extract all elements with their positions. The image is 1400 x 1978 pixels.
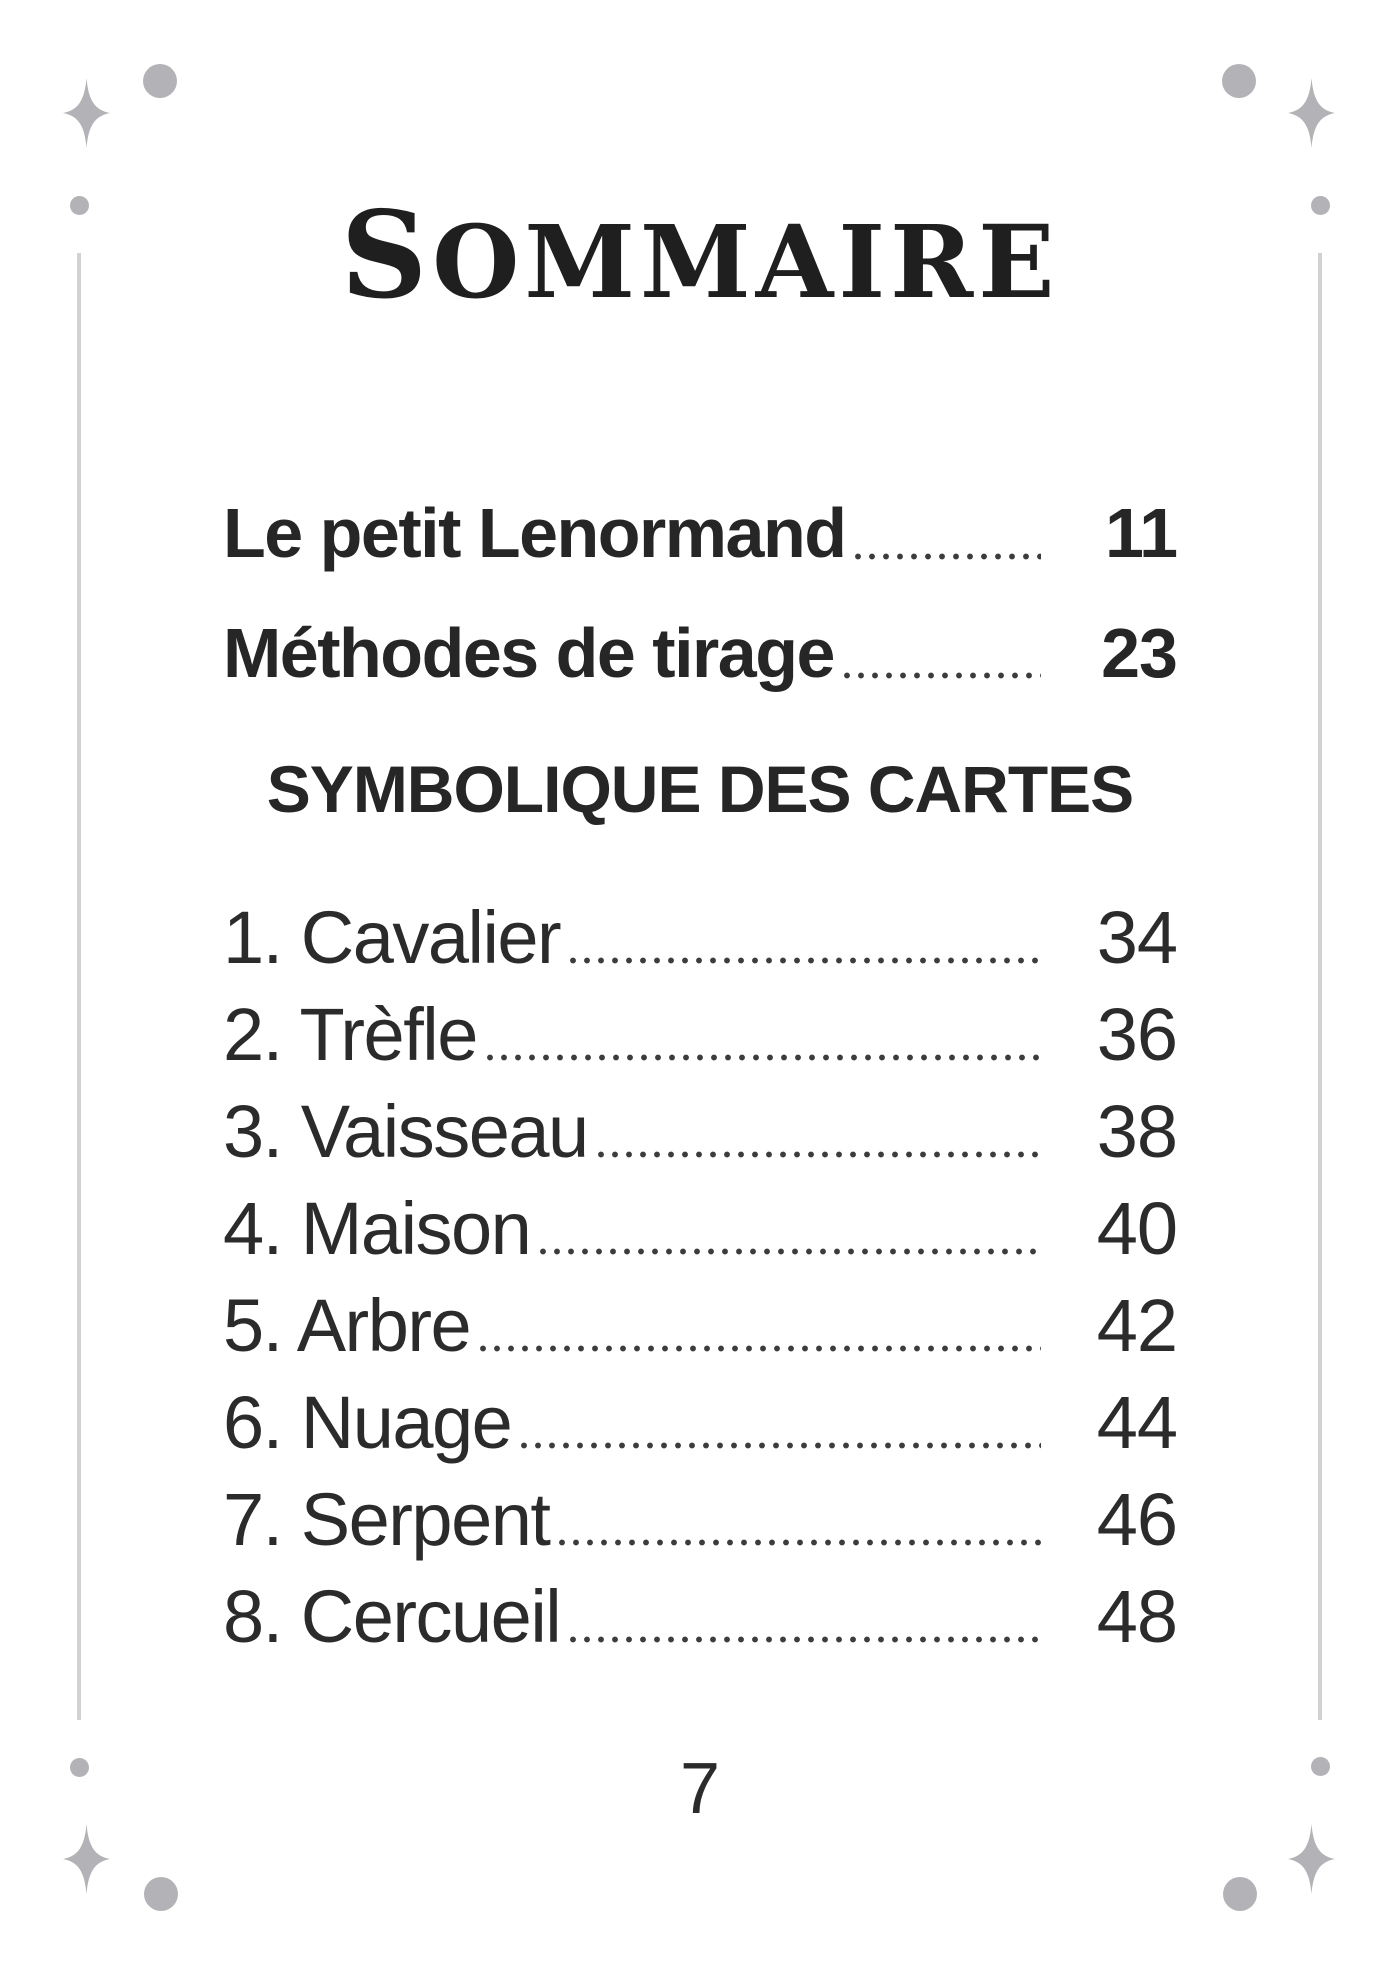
toc-entry: 6. Nuage 44 [223,1381,1178,1465]
ornament-dot-large [1222,64,1256,98]
dot-leader [486,1054,1041,1062]
toc-entry-page-number: 48 [1096,1575,1178,1659]
dot-leader [521,1442,1041,1450]
dot-leader [480,1345,1041,1353]
dot-leader [540,1248,1041,1256]
sparkle-icon [1288,78,1335,148]
ornament-dot-large [144,1877,178,1911]
toc-entry: 5. Arbre 42 [223,1284,1178,1368]
toc-entry: Le petit Lenormand 11 [223,494,1178,572]
sparkle-icon [63,78,110,148]
ornament-dot-small [1311,1757,1330,1776]
toc-entry-label: 6. Nuage [223,1381,513,1465]
toc-entry-label: 8. Cercueil [223,1575,562,1659]
toc-entry-page-number: 40 [1096,1187,1178,1271]
page-title: SOMMAIRE [340,185,1060,326]
margin-rule-left [77,253,81,1720]
toc-entry-page-number: 42 [1096,1284,1178,1368]
toc-entry: Méthodes de tirage 23 [223,613,1178,692]
toc-entry-label: 1. Cavalier [223,896,562,980]
toc-entry-label: Méthodes de tirage [223,613,835,692]
toc-entry-page-number: 11 [1105,494,1178,572]
toc-entry-page-number: 23 [1101,613,1178,692]
toc-entry-label: 7. Serpent [223,1478,551,1562]
toc-entry: 7. Serpent 46 [223,1478,1178,1562]
ornament-dot-large [1223,1877,1257,1911]
dot-leader [855,552,1041,560]
toc-entry: 2. Trèfle 36 [223,993,1178,1077]
folio-page-number: 7 [679,1749,721,1830]
dot-leader [843,672,1041,679]
ornament-dot-large [143,64,177,98]
dot-leader [570,957,1041,965]
toc-entry: 8. Cercueil 48 [223,1575,1178,1659]
sparkle-icon [1288,1824,1335,1894]
toc-content: Le petit Lenormand 11 Méthodes de tirage… [223,494,1178,1830]
toc-cards-list: 1. Cavalier 34 2. Trèfle 36 3. Vaisseau … [223,896,1178,1659]
sparkle-icon [63,1824,110,1894]
toc-entry-page-number: 46 [1096,1478,1178,1562]
ornament-dot-small [70,196,89,215]
toc-entry-label: 5. Arbre [223,1284,472,1368]
dot-leader [559,1539,1041,1547]
toc-entry-page-number: 36 [1096,993,1178,1077]
toc-main-list: Le petit Lenormand 11 Méthodes de tirage… [223,494,1178,692]
dot-leader [570,1636,1041,1644]
toc-entry-page-number: 34 [1096,896,1178,980]
toc-entry-page-number: 44 [1096,1381,1178,1465]
margin-rule-right [1318,253,1322,1720]
toc-entry-label: 3. Vaisseau [223,1090,589,1174]
ornament-dot-small [70,1758,89,1777]
ornament-dot-small [1311,196,1330,215]
dot-leader [597,1151,1041,1159]
toc-entry-label: Le petit Lenormand [223,494,847,572]
toc-entry-label: 2. Trèfle [223,993,478,1077]
toc-entry: 1. Cavalier 34 [223,896,1178,980]
section-title: SYMBOLIQUE DES CARTES [266,752,1134,826]
toc-entry: 4. Maison 40 [223,1187,1178,1271]
toc-entry-label: 4. Maison [223,1187,532,1271]
toc-entry: 3. Vaisseau 38 [223,1090,1178,1174]
toc-entry-page-number: 38 [1096,1090,1178,1174]
